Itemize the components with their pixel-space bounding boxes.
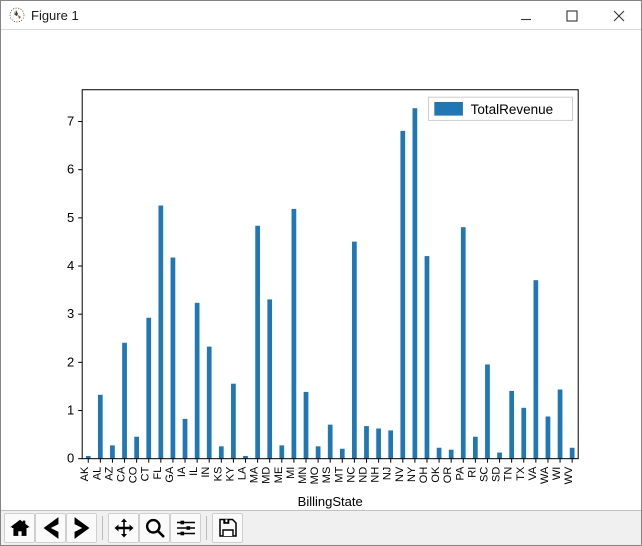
svg-text:NC: NC xyxy=(345,467,357,483)
svg-text:IL: IL xyxy=(188,467,200,476)
svg-text:AK: AK xyxy=(79,466,91,481)
svg-text:MO: MO xyxy=(309,466,321,484)
svg-text:MA: MA xyxy=(249,466,261,483)
svg-text:WV: WV xyxy=(563,466,575,484)
svg-text:1: 1 xyxy=(67,403,74,418)
svg-text:IN: IN xyxy=(200,467,212,478)
svg-text:VA: VA xyxy=(527,466,539,481)
svg-text:2: 2 xyxy=(67,354,74,369)
svg-text:CO: CO xyxy=(128,466,140,483)
svg-text:OH: OH xyxy=(418,467,430,484)
svg-text:4: 4 xyxy=(67,258,74,273)
svg-text:NH: NH xyxy=(370,467,382,483)
svg-text:PA: PA xyxy=(454,466,466,481)
svg-text:SD: SD xyxy=(491,467,503,482)
svg-text:WI: WI xyxy=(551,467,563,480)
svg-text:7: 7 xyxy=(67,114,74,129)
svg-text:OR: OR xyxy=(442,467,454,484)
svg-text:TX: TX xyxy=(515,466,527,481)
svg-text:MS: MS xyxy=(321,467,333,484)
svg-text:0: 0 xyxy=(67,451,74,466)
svg-text:RI: RI xyxy=(466,467,478,478)
svg-text:KY: KY xyxy=(224,466,236,481)
svg-text:NV: NV xyxy=(394,466,406,482)
svg-text:MD: MD xyxy=(261,467,273,484)
svg-text:5: 5 xyxy=(67,210,74,225)
svg-text:3: 3 xyxy=(67,306,74,321)
svg-text:SC: SC xyxy=(478,467,490,482)
svg-text:WA: WA xyxy=(539,466,551,484)
svg-text:FL: FL xyxy=(152,467,164,480)
svg-text:ME: ME xyxy=(273,467,285,484)
svg-text:IA: IA xyxy=(176,466,188,477)
svg-text:MT: MT xyxy=(333,466,345,482)
svg-text:OK: OK xyxy=(430,466,442,483)
svg-text:NJ: NJ xyxy=(382,467,394,480)
svg-text:CT: CT xyxy=(140,466,152,481)
svg-text:GA: GA xyxy=(164,466,176,483)
svg-text:MI: MI xyxy=(285,467,297,479)
svg-text:TotalRevenue: TotalRevenue xyxy=(471,102,554,117)
svg-text:LA: LA xyxy=(237,466,249,480)
svg-text:AZ: AZ xyxy=(103,466,115,480)
svg-text:TN: TN xyxy=(503,467,515,482)
svg-text:CA: CA xyxy=(116,466,128,482)
svg-text:BillingState: BillingState xyxy=(298,494,363,509)
svg-text:KS: KS xyxy=(212,467,224,482)
svg-text:MN: MN xyxy=(297,467,309,484)
svg-text:AL: AL xyxy=(91,467,103,480)
svg-text:6: 6 xyxy=(67,162,74,177)
svg-text:NY: NY xyxy=(406,466,418,482)
svg-text:ND: ND xyxy=(357,467,369,483)
